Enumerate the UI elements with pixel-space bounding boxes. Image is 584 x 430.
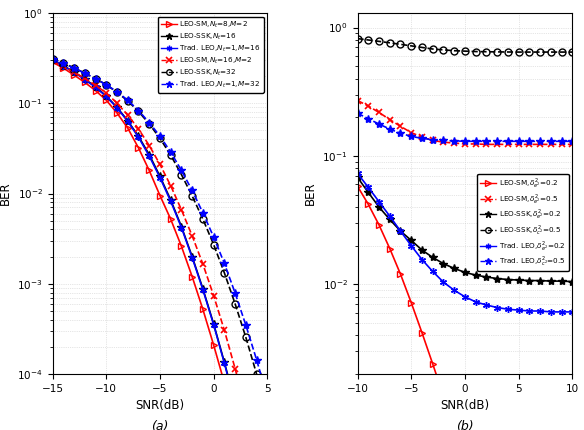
Legend: LEO-SM,$\delta_{e^2}^2$=0.2, LEO-SM,$\delta_{e^2}^2$=0.5, LEO-SSK,$\delta_{e^2}^: LEO-SM,$\delta_{e^2}^2$=0.2, LEO-SM,$\de… (478, 174, 569, 271)
Text: (b): (b) (456, 420, 474, 430)
Y-axis label: BER: BER (304, 182, 317, 205)
X-axis label: SNR(dB): SNR(dB) (135, 399, 185, 412)
Text: (a): (a) (151, 420, 169, 430)
Legend: LEO-SM,$N_t$=8,$M$=2, LEO-SSK,$N_t$=16, Trad. LEO,$N_t$=1,$M$=16, LEO-SM,$N_t$=1: LEO-SM,$N_t$=8,$M$=2, LEO-SSK,$N_t$=16, … (158, 16, 264, 92)
Y-axis label: BER: BER (0, 182, 12, 205)
X-axis label: SNR(dB): SNR(dB) (440, 399, 489, 412)
